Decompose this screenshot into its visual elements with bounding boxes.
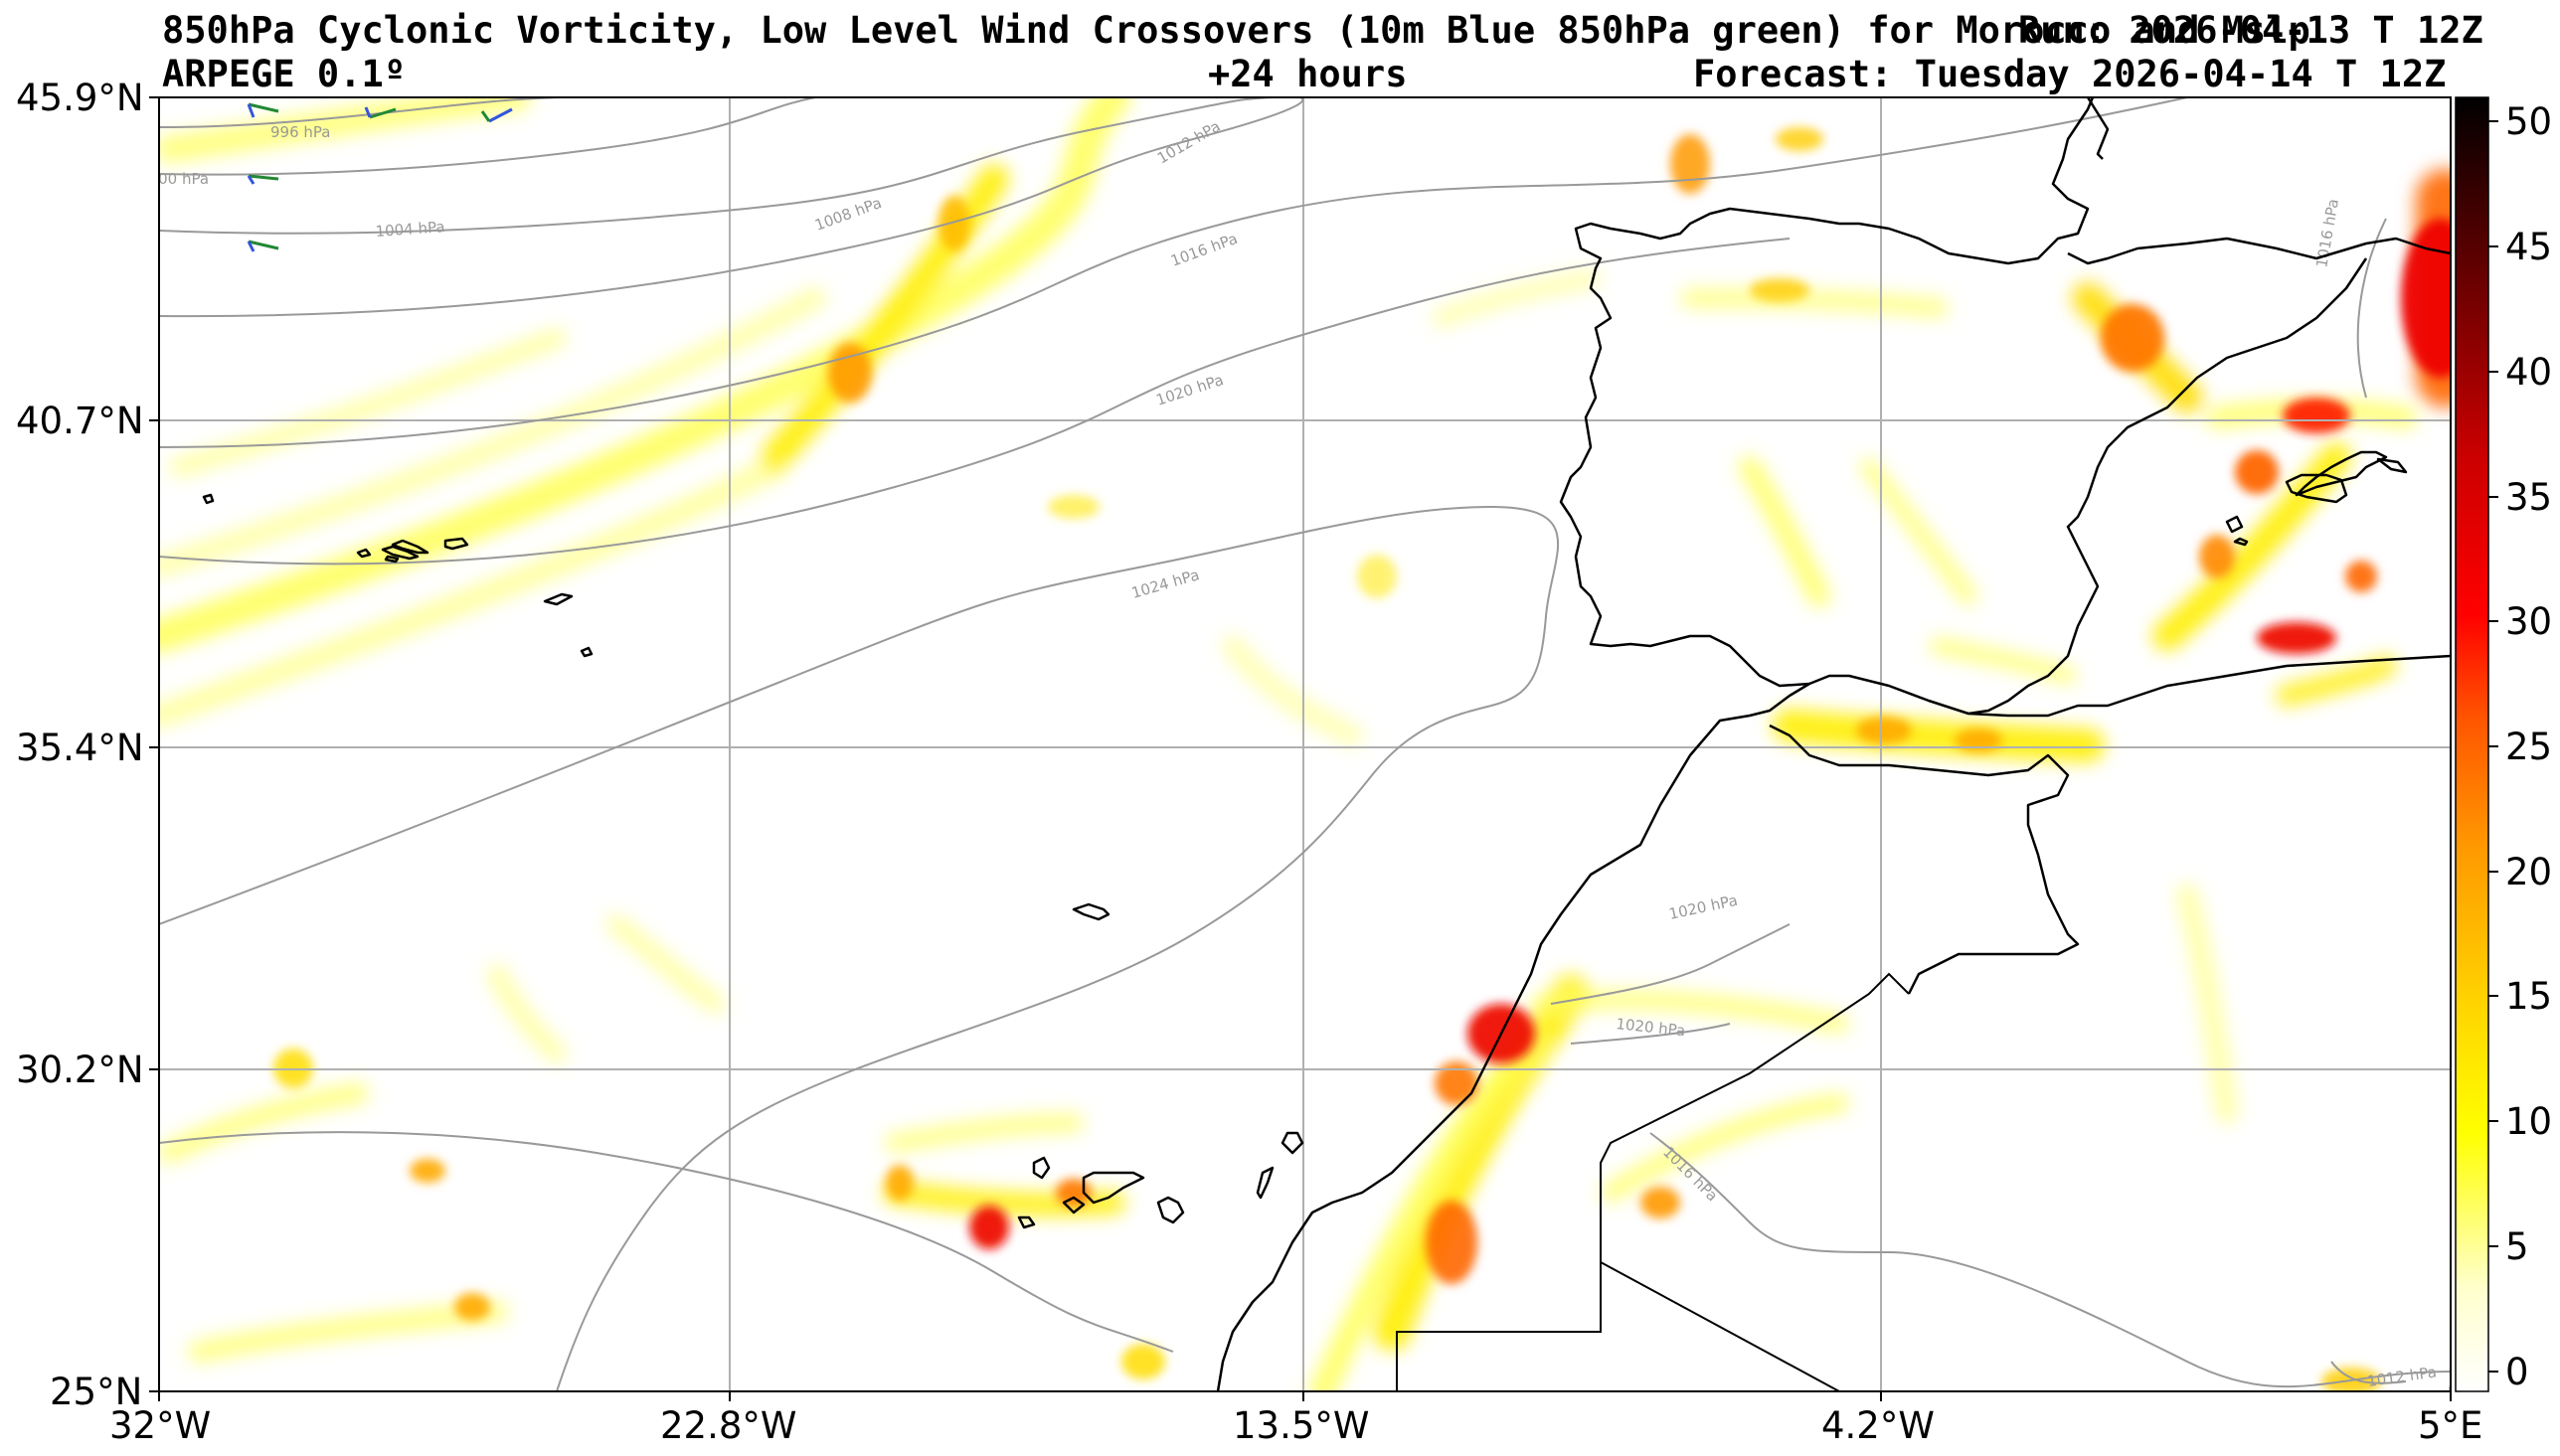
colorbar xyxy=(2455,96,2498,1392)
run-time: Run: 2026-04-13 T 12Z xyxy=(2018,9,2483,52)
colorbar-label: 50 xyxy=(2505,100,2553,143)
wind-barb xyxy=(364,106,397,119)
isobar-label: 996 hPa xyxy=(270,123,330,141)
lon-label: 4.2°W xyxy=(1821,1404,1935,1447)
colorbar-label: 30 xyxy=(2505,600,2553,643)
plot-frame xyxy=(158,96,2452,1392)
colorbar-label: 45 xyxy=(2505,226,2553,268)
colorbar-label: 15 xyxy=(2505,975,2553,1018)
isobar-label: 1012 hPa xyxy=(2366,1363,2438,1390)
colorbar-label: 35 xyxy=(2505,476,2553,519)
isobar-label: 1012 hPa xyxy=(1154,117,1224,168)
isobar-label: 1020 hPa xyxy=(1667,891,1739,923)
lat-label: 25°N xyxy=(50,1371,143,1413)
vorticity-field xyxy=(159,97,2451,1391)
vorticity-maxima xyxy=(273,127,2451,1391)
colorbar-label: 25 xyxy=(2505,726,2553,768)
borders xyxy=(1396,972,1910,1391)
colorbar-ticks xyxy=(2488,120,2498,1373)
wind-barb xyxy=(247,174,279,185)
axis-ticks xyxy=(149,96,2452,1401)
isobar-label: 1020 hPa xyxy=(1616,1015,1687,1040)
lat-label: 40.7°N xyxy=(16,400,144,442)
graticule xyxy=(159,97,2451,1391)
lon-label: 32°W xyxy=(109,1404,212,1447)
wind-barbs xyxy=(247,102,513,252)
figure-title: 850hPa Cyclonic Vorticity, Low Level Win… xyxy=(162,9,2310,52)
colorbar-label: 10 xyxy=(2505,1100,2553,1143)
colorbar-label: 5 xyxy=(2505,1225,2529,1268)
lat-label: 30.2°N xyxy=(16,1049,144,1091)
model-name: ARPEGE 0.1º xyxy=(162,53,407,95)
colorbar-label: 20 xyxy=(2505,851,2553,893)
wind-barb xyxy=(247,240,279,252)
isobar-label: 1004 hPa xyxy=(375,218,445,241)
lat-label: 35.4°N xyxy=(16,727,144,769)
map-layers: 996 hPa 1000 hPa 1004 hPa 1008 hPa 1012 … xyxy=(139,97,2451,1391)
isobar-label: 1024 hPa xyxy=(1129,566,1201,602)
forecast-time: Forecast: Tuesday 2026-04-14 T 12Z xyxy=(1693,53,2447,95)
lon-label: 22.8°W xyxy=(660,1404,797,1447)
wind-barb xyxy=(480,107,513,123)
colorbar-label: 40 xyxy=(2505,351,2553,394)
isobar-label: 1020 hPa xyxy=(1154,371,1226,409)
colorbar-scale xyxy=(2455,96,2489,1392)
wind-barb xyxy=(247,102,279,118)
lead-time: +24 hours xyxy=(1208,53,1408,95)
colorbar-label: 0 xyxy=(2505,1351,2529,1393)
isobar-label: 1000 hPa xyxy=(139,170,209,188)
coastlines xyxy=(202,97,2451,1391)
lon-label: 5°E xyxy=(2418,1404,2483,1447)
lat-label: 45.9°N xyxy=(16,77,144,119)
lon-label: 13.5°W xyxy=(1233,1404,1370,1447)
isobars xyxy=(159,97,2451,1391)
